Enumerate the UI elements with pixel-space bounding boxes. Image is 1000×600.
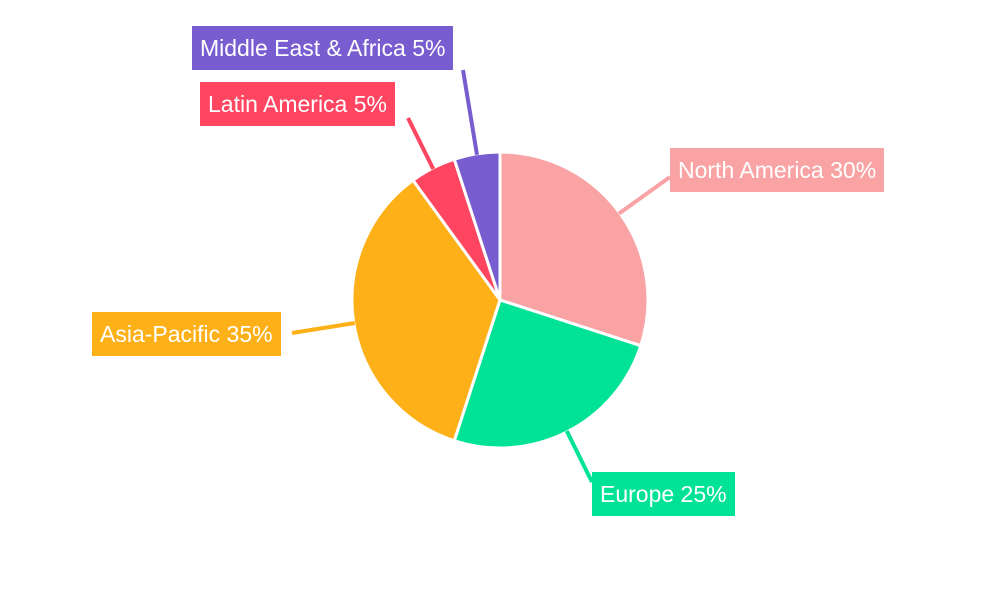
leader-line (406, 117, 436, 170)
data-label: Europe 25% (592, 472, 735, 516)
data-label: Middle East & Africa 5% (192, 26, 454, 70)
leader-line (564, 430, 594, 483)
leader-line (461, 69, 479, 156)
leader-line (617, 175, 672, 216)
data-label: North America 30% (670, 148, 885, 192)
data-label: Asia-Pacific 35% (92, 312, 281, 356)
leader-line (291, 321, 356, 335)
data-label: Latin America 5% (200, 82, 395, 126)
